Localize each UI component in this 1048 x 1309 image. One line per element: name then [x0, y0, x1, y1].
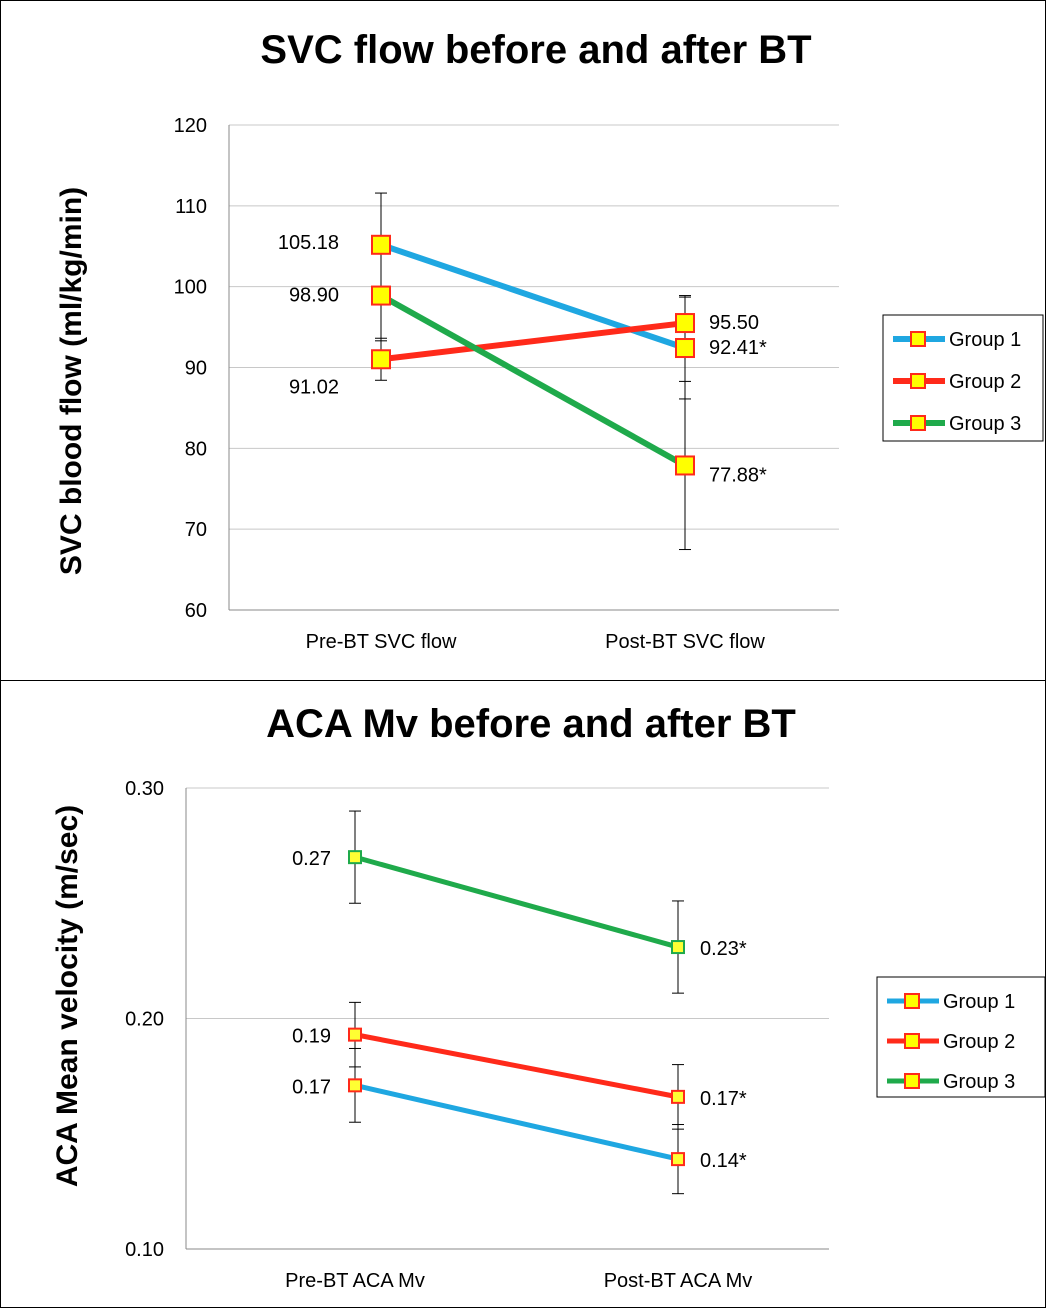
legend-swatch-marker	[910, 415, 926, 431]
data-label: 0.27	[292, 848, 331, 870]
data-point	[348, 1027, 362, 1042]
data-label: 105.18	[278, 232, 339, 254]
plot-area: 60 70 80 90 100 110 120 Pre-BT SVC flow Post-BT …	[174, 115, 839, 653]
data-label: 0.23*	[700, 938, 747, 960]
series-line	[354, 854, 679, 950]
y-tick-label: 90	[185, 358, 207, 380]
legend-label: Group 1	[943, 991, 1015, 1013]
chart-title: ACA Mv before and after BT	[266, 702, 796, 746]
data-point	[675, 455, 695, 476]
chart-title: SVC flow before and after BT	[260, 28, 811, 72]
data-point	[348, 850, 362, 865]
aca-chart: ACA Mv before and after BT ACA Mean velo…	[51, 702, 1046, 1292]
legend-swatch-marker	[910, 331, 926, 347]
data-label: 0.17*	[700, 1088, 747, 1110]
data-point	[371, 234, 391, 255]
series-line	[354, 1032, 679, 1100]
y-tick-label: 0.30	[125, 778, 164, 800]
legend-label: Group 3	[949, 413, 1021, 435]
legend: Group 1 Group 2 Group 3	[882, 314, 1044, 442]
data-label: 0.17	[292, 1076, 331, 1098]
chart-panel-svc: SVC flow before and after BT SVC blood f…	[0, 0, 1046, 681]
x-category-label: Post-BT ACA Mv	[604, 1270, 753, 1292]
legend-label: Group 3	[943, 1071, 1015, 1093]
legend: Group 1 Group 2 Group 3	[876, 976, 1046, 1098]
data-point	[348, 1078, 362, 1093]
series-line	[380, 320, 686, 363]
chart-panel-aca: ACA Mv before and after BT ACA Mean velo…	[0, 680, 1046, 1308]
data-label: 91.02	[289, 376, 339, 398]
x-category-label: Pre-BT SVC flow	[306, 631, 457, 653]
data-label: 0.19	[292, 1026, 331, 1048]
legend-label: Group 2	[949, 371, 1021, 393]
legend-label: Group 2	[943, 1031, 1015, 1053]
y-tick-label: 70	[185, 519, 207, 541]
data-point	[671, 1089, 685, 1104]
y-tick-label: 110	[175, 196, 207, 218]
y-tick-label: 100	[174, 277, 207, 299]
y-tick-label: 0.10	[125, 1239, 164, 1261]
data-point	[671, 940, 685, 955]
series-line	[380, 241, 686, 351]
legend-label: Group 1	[949, 329, 1021, 351]
legend-swatch-marker	[904, 993, 920, 1009]
data-label: 92.41*	[709, 337, 767, 359]
y-tick-label: 60	[185, 600, 207, 622]
x-category-label: Pre-BT ACA Mv	[285, 1270, 425, 1292]
data-point	[675, 338, 695, 359]
legend-swatch-marker	[904, 1073, 920, 1089]
y-tick-label: 0.20	[125, 1009, 164, 1031]
data-label: 77.88*	[709, 464, 767, 486]
data-point	[371, 349, 391, 370]
x-category-label: Post-BT SVC flow	[605, 631, 765, 653]
series-line	[354, 1082, 679, 1162]
y-axis-label: ACA Mean velocity (m/sec)	[51, 805, 84, 1187]
series-line	[379, 292, 687, 469]
svc-chart: SVC flow before and after BT SVC blood f…	[55, 28, 1044, 653]
data-point	[675, 313, 695, 334]
data-point	[371, 285, 391, 306]
data-point	[671, 1152, 685, 1167]
y-axis-label: SVC blood flow (ml/kg/min)	[55, 187, 88, 575]
legend-swatch-marker	[904, 1033, 920, 1049]
data-label: 95.50	[709, 312, 759, 334]
y-tick-label: 80	[185, 438, 207, 460]
legend-swatch-marker	[910, 373, 926, 389]
plot-area: 0.10 0.20 0.30 Pre-BT ACA Mv Post-BT ACA Mv 0…	[125, 778, 829, 1292]
data-label: 0.14*	[700, 1150, 747, 1172]
data-label: 98.90	[289, 285, 339, 307]
y-tick-label: 120	[174, 115, 207, 137]
